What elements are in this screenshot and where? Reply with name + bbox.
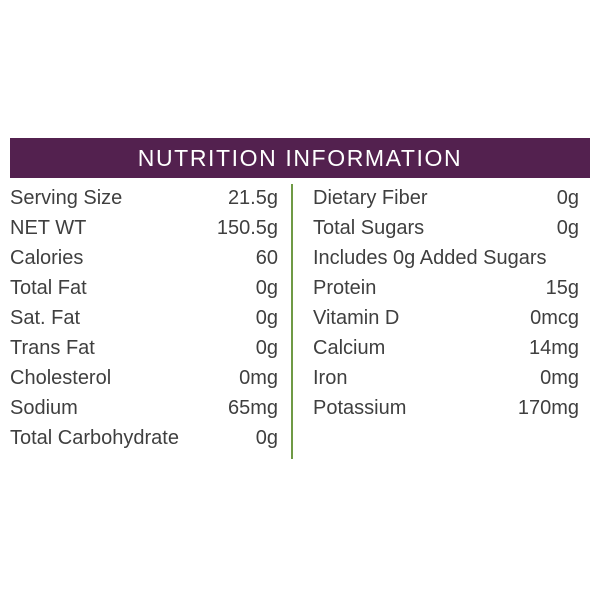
nutrient-row-total-fat: Total Fat 0g	[10, 273, 278, 303]
nutrient-value: 65mg	[227, 396, 278, 419]
nutrient-row-sodium: Sodium 65mg	[10, 393, 278, 423]
nutrient-value: 0g	[556, 216, 579, 239]
nutrient-label: Dietary Fiber	[313, 186, 428, 209]
nutrient-row-calories: Calories 60	[10, 243, 278, 273]
nutrient-label: Cholesterol	[10, 366, 112, 389]
nutrient-row-potassium: Potassium 170mg	[313, 393, 579, 423]
nutrient-value: 0g	[556, 186, 579, 209]
nutrient-value: 21.5g	[227, 186, 278, 209]
nutrient-label: Protein	[313, 276, 377, 299]
nutrient-row-total-sugars: Total Sugars 0g	[313, 213, 579, 243]
nutrient-label: Sodium	[10, 396, 78, 419]
nutrient-label: Potassium	[313, 396, 407, 419]
nutrient-row-cholesterol: Cholesterol 0mg	[10, 363, 278, 393]
nutrient-label: Trans Fat	[10, 336, 95, 359]
nutrient-value: 60	[255, 246, 278, 269]
nutrient-row-dietary-fiber: Dietary Fiber 0g	[313, 183, 579, 213]
nutrient-label: Includes 0g Added Sugars	[313, 246, 547, 269]
nutrient-value: 170mg	[517, 396, 579, 419]
nutrient-value: 15g	[545, 276, 579, 299]
nutrient-row-vitamin-d: Vitamin D 0mcg	[313, 303, 579, 333]
nutrient-row-iron: Iron 0mg	[313, 363, 579, 393]
nutrient-value: 0mg	[540, 366, 579, 389]
nutrient-label: Calcium	[313, 336, 386, 359]
nutrient-label: Total Carbohydrate	[10, 426, 179, 449]
nutrient-value: 0g	[255, 306, 278, 329]
nutrient-value: 0g	[255, 276, 278, 299]
nutrient-value: 14mg	[528, 336, 579, 359]
nutrient-label: Calories	[10, 246, 84, 269]
nutrient-label: Serving Size	[10, 186, 123, 209]
nutrient-row-net-wt: NET WT 150.5g	[10, 213, 278, 243]
nutrient-row-added-sugars: Includes 0g Added Sugars	[313, 243, 579, 273]
nutrient-list-right: Dietary Fiber 0g Total Sugars 0g Include…	[313, 183, 579, 423]
nutrient-row-protein: Protein 15g	[313, 273, 579, 303]
nutrient-row-total-carbohydrate: Total Carbohydrate 0g	[10, 423, 278, 453]
nutrient-row-serving-size: Serving Size 21.5g	[10, 183, 278, 213]
nutrient-label: Total Sugars	[313, 216, 425, 239]
nutrient-row-calcium: Calcium 14mg	[313, 333, 579, 363]
nutrient-list-left: Serving Size 21.5g NET WT 150.5g Calorie…	[10, 183, 278, 453]
nutrient-label: NET WT	[10, 216, 87, 239]
nutrient-label: Total Fat	[10, 276, 87, 299]
nutrient-row-trans-fat: Trans Fat 0g	[10, 333, 278, 363]
nutrient-value: 150.5g	[216, 216, 278, 239]
nutrient-value: 0mcg	[530, 306, 579, 329]
nutrient-value: 0g	[255, 426, 278, 449]
nutrition-panel: NUTRITION INFORMATION Serving Size 21.5g…	[10, 138, 590, 468]
nutrient-label: Sat. Fat	[10, 306, 81, 329]
nutrient-value: 0g	[255, 336, 278, 359]
nutrient-value: 0mg	[239, 366, 278, 389]
nutrient-label: Vitamin D	[313, 306, 400, 329]
nutrient-row-sat-fat: Sat. Fat 0g	[10, 303, 278, 333]
column-divider	[291, 184, 293, 459]
nutrient-label: Iron	[313, 366, 348, 389]
nutrition-title: NUTRITION INFORMATION	[10, 138, 590, 178]
